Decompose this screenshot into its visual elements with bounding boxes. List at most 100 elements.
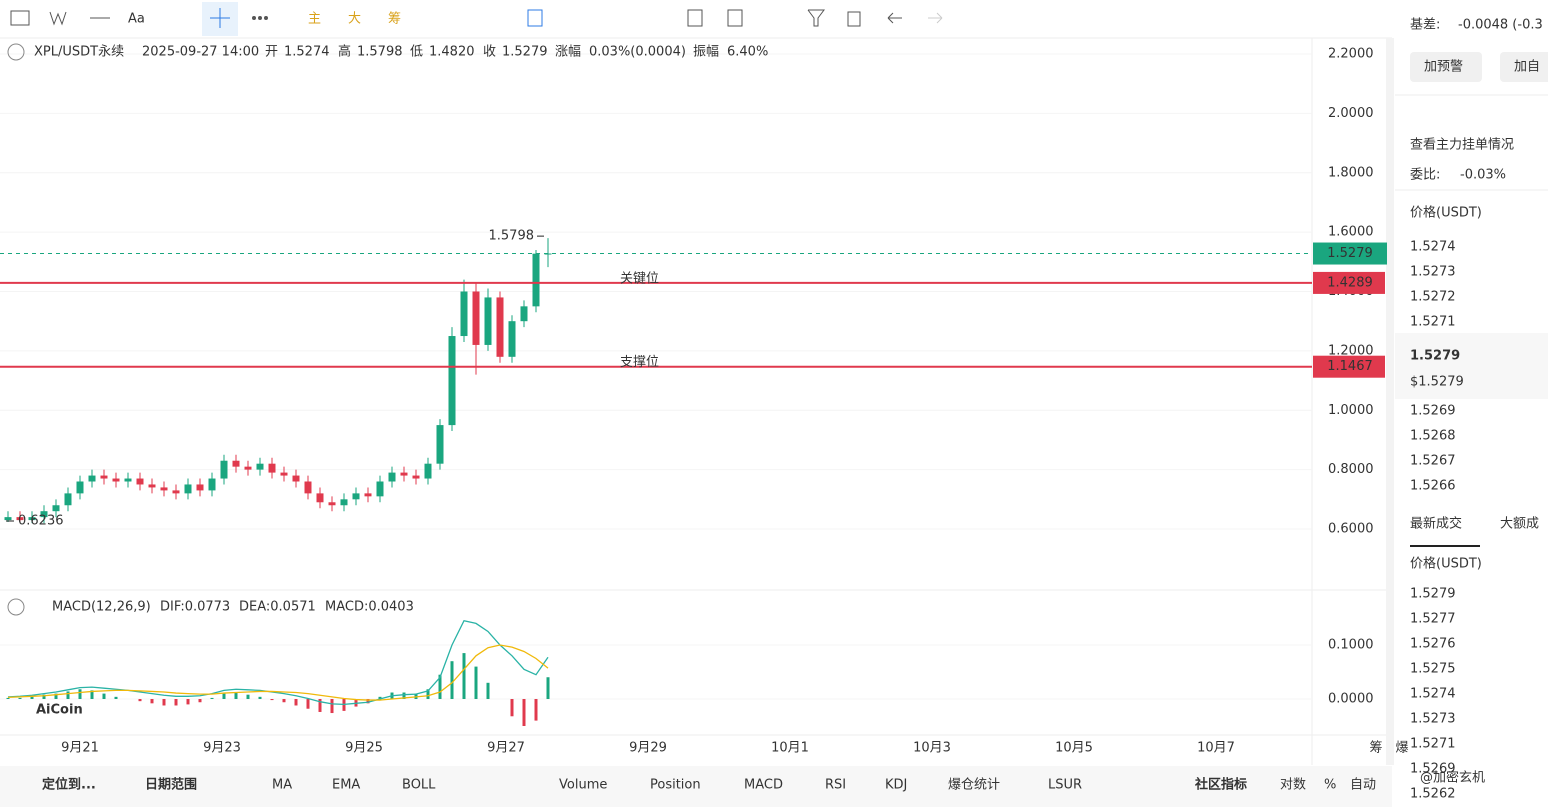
indicator-tab[interactable]: MA bbox=[272, 778, 292, 793]
more[interactable] bbox=[258, 16, 262, 20]
macd-bar bbox=[366, 699, 370, 704]
range-button[interactable]: 日期范围 bbox=[145, 777, 197, 793]
x-tick-label: 9月21 bbox=[61, 741, 99, 756]
macd-bar bbox=[546, 677, 550, 699]
sub-indicator-tab[interactable]: KDJ bbox=[885, 778, 907, 793]
tool-icon[interactable] bbox=[727, 9, 743, 27]
candle-body bbox=[388, 472, 396, 482]
sub-indicator-tab[interactable]: MACD bbox=[744, 778, 783, 793]
candle-body bbox=[496, 297, 504, 357]
candle-body bbox=[412, 475, 420, 479]
large-tab[interactable]: 大额成 bbox=[1500, 517, 1539, 532]
candle-body bbox=[520, 306, 528, 322]
locate-button[interactable]: 定位到... bbox=[41, 777, 96, 793]
macd-bar bbox=[138, 699, 142, 702]
level-name: 支撑位 bbox=[620, 355, 659, 370]
sub-indicator-tab[interactable]: Volume bbox=[559, 778, 607, 793]
log-toggle[interactable]: 对数 bbox=[1280, 778, 1306, 793]
right-panel bbox=[1395, 0, 1548, 807]
y-tick-label: 2.2000 bbox=[1328, 47, 1374, 62]
x-tick-label: 10月7 bbox=[1197, 741, 1235, 756]
macd-dea: DEA:0.0571 bbox=[239, 600, 316, 615]
candle-body bbox=[256, 463, 264, 470]
indicator-tab[interactable]: EMA bbox=[332, 778, 360, 793]
filter-icon[interactable] bbox=[807, 9, 825, 27]
candle-body bbox=[376, 481, 384, 497]
redo-icon[interactable] bbox=[928, 12, 943, 24]
trades-tab[interactable]: 最新成交 bbox=[1410, 516, 1462, 532]
candle-body bbox=[172, 490, 180, 494]
tool-main[interactable]: 主 bbox=[308, 12, 321, 27]
collapse-icon[interactable] bbox=[7, 43, 25, 61]
candle-body bbox=[424, 463, 432, 479]
candle-body bbox=[88, 475, 96, 482]
more[interactable] bbox=[264, 16, 268, 20]
candle-body bbox=[316, 493, 324, 503]
bottom-bar bbox=[0, 766, 1392, 807]
tool-icon[interactable] bbox=[527, 9, 543, 27]
fav-label[interactable]: 加自 bbox=[1514, 60, 1540, 75]
font-tool[interactable]: Aa bbox=[128, 12, 145, 27]
y-tick-label: 0.6000 bbox=[1328, 522, 1374, 537]
candle-body bbox=[352, 493, 360, 500]
candle-body bbox=[304, 481, 312, 494]
tool-icon[interactable] bbox=[687, 9, 703, 27]
y-tick-label: 1.0000 bbox=[1328, 403, 1374, 418]
community-tab[interactable]: 社区指标 bbox=[1194, 777, 1247, 793]
candle-body bbox=[280, 472, 288, 476]
macd-bar bbox=[294, 699, 298, 706]
candle-body bbox=[244, 466, 252, 470]
y-tick-label: 2.0000 bbox=[1328, 106, 1374, 121]
candle-body bbox=[40, 511, 48, 518]
trash-icon[interactable] bbox=[847, 11, 861, 27]
candle-body bbox=[220, 460, 228, 479]
macd-bar bbox=[438, 674, 442, 699]
sub-indicator-tab[interactable]: 爆仓统计 bbox=[948, 778, 1000, 793]
candle-body bbox=[16, 517, 24, 521]
trade-price: 1.5273 bbox=[1410, 712, 1456, 727]
macd-title: MACD(12,26,9) bbox=[52, 600, 151, 615]
auto-toggle[interactable]: 自动 bbox=[1350, 778, 1376, 793]
macd-bar bbox=[78, 689, 82, 699]
x-tick-label: 9月25 bbox=[345, 741, 383, 756]
axis-corner[interactable]: 爆 bbox=[1395, 741, 1408, 756]
ratio-label: 委比: bbox=[1410, 168, 1440, 183]
candle-body bbox=[364, 493, 372, 497]
tool-chips[interactable]: 筹 bbox=[388, 11, 401, 27]
more[interactable] bbox=[252, 16, 256, 20]
sub-indicator-tab[interactable]: RSI bbox=[825, 778, 846, 793]
alert-button[interactable] bbox=[1410, 52, 1482, 82]
macd-bar bbox=[66, 691, 70, 699]
collapse-icon[interactable] bbox=[7, 598, 25, 616]
trade-price: 1.5275 bbox=[1410, 662, 1456, 677]
pct-toggle[interactable]: % bbox=[1324, 778, 1336, 793]
axis-corner[interactable]: 筹 bbox=[1369, 740, 1382, 756]
indicator-tab[interactable]: BOLL bbox=[402, 778, 436, 793]
alert-label[interactable]: 加预警 bbox=[1424, 59, 1463, 75]
candle-body bbox=[328, 502, 336, 506]
tool-big[interactable]: 大 bbox=[348, 12, 361, 27]
macd-bar bbox=[486, 682, 490, 699]
wave-tool[interactable] bbox=[49, 11, 67, 26]
candle-body bbox=[124, 478, 132, 482]
trade-price: 1.5276 bbox=[1410, 637, 1456, 652]
macd-bar bbox=[402, 692, 406, 699]
undo-icon[interactable] bbox=[887, 12, 902, 24]
candle-body bbox=[436, 425, 444, 464]
x-tick-label: 10月5 bbox=[1055, 741, 1093, 756]
trade-price: 1.5269 bbox=[1410, 762, 1456, 777]
ask-price: 1.5272 bbox=[1410, 290, 1456, 305]
header-time: 2025-09-27 14:00 bbox=[142, 45, 259, 60]
sub-indicator-tab[interactable]: Position bbox=[650, 778, 701, 793]
header-open: 1.5274 bbox=[284, 45, 330, 60]
candle-body bbox=[448, 336, 456, 426]
header-amp-label: 振幅 bbox=[693, 45, 719, 60]
sub-indicator-tab[interactable]: LSUR bbox=[1048, 778, 1082, 793]
splitter[interactable] bbox=[1386, 38, 1394, 765]
credit: @加密玄机 bbox=[1420, 770, 1485, 786]
macd-dif-line bbox=[7, 619, 549, 706]
rect-tool[interactable] bbox=[10, 10, 30, 26]
fav-button[interactable] bbox=[1500, 52, 1548, 82]
